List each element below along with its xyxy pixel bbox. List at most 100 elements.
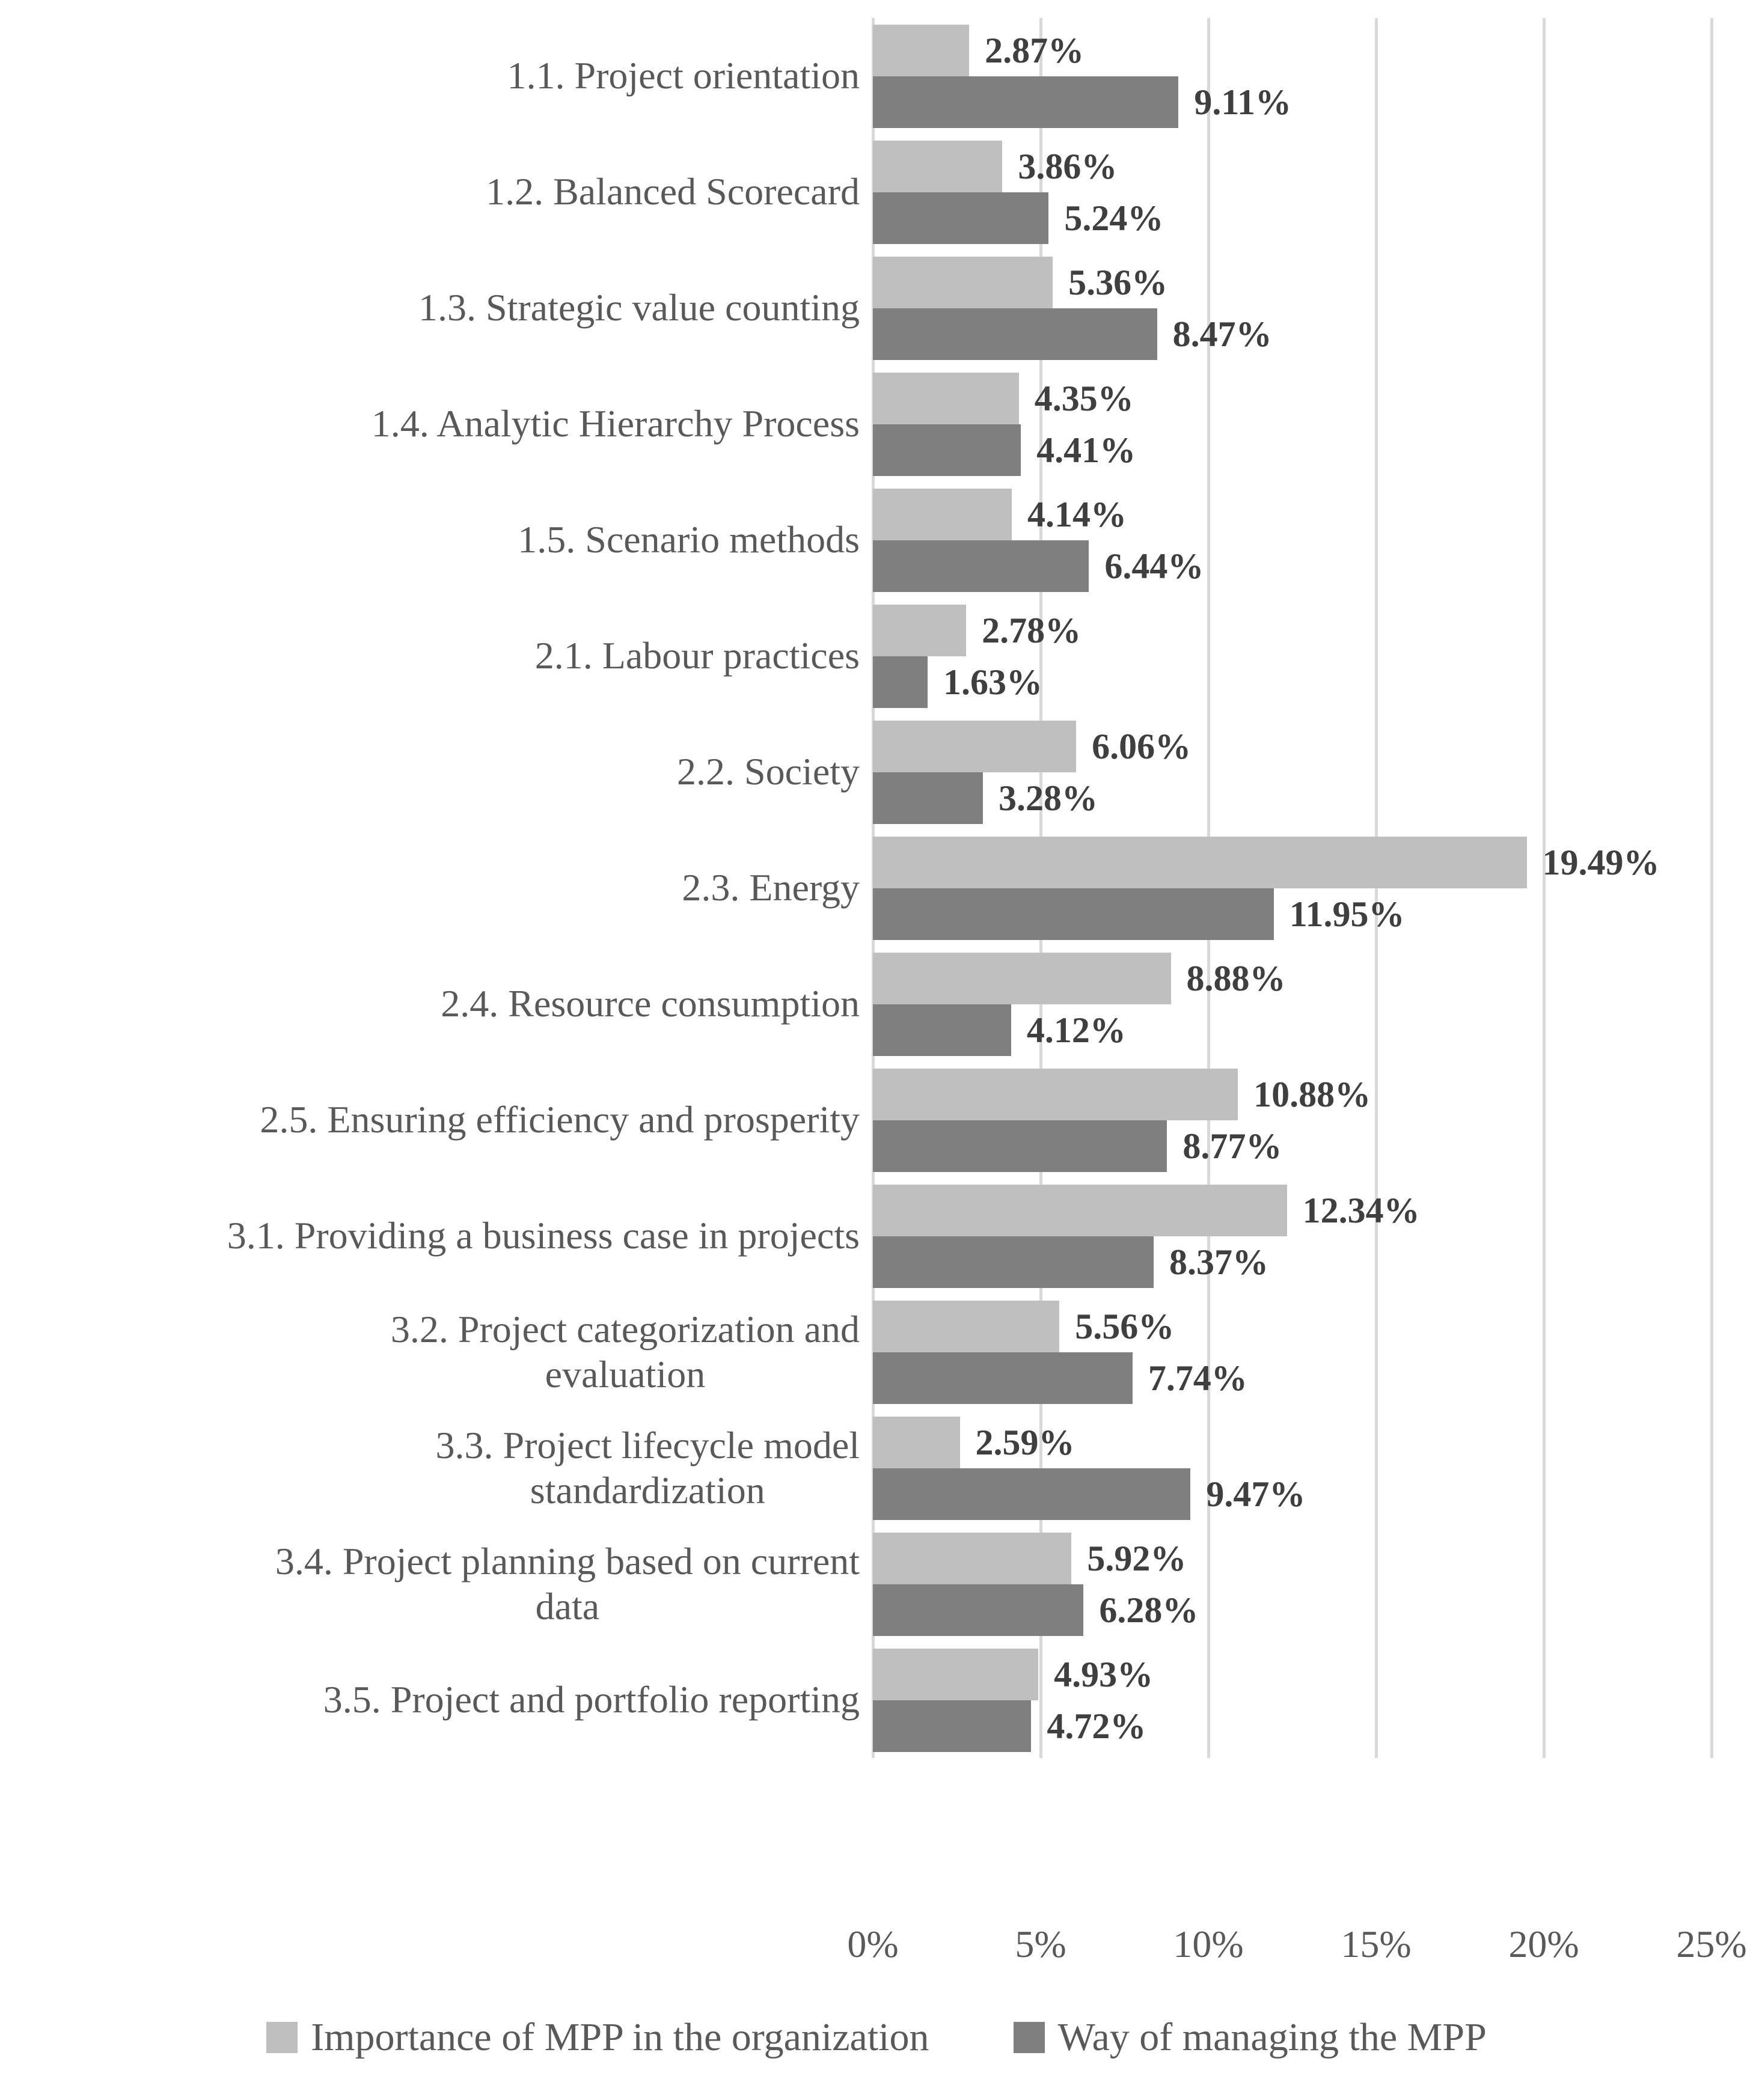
bar-importance-of-mpp [873,953,1171,1004]
value-label: 6.28% [1099,1590,1199,1630]
category-label-row: 2.3. Energy [0,830,860,946]
category-label-row: 1.2. Balanced Scorecard [0,134,860,250]
category-label: 1.5. Scenario methods [518,518,860,561]
value-label: 5.56% [1075,1306,1175,1346]
category-label: 2.1. Labour practices [534,634,860,677]
bar-way-of-managing-mpp [873,1004,1011,1056]
category-label-row: 3.5. Project and portfolio reporting [0,1642,860,1758]
x-axis-tick-label: 10% [1173,1923,1244,1965]
plot-area: 2.87% 9.11% 3.86% 5.24% 5.36% 8.47% 4.35% 4.41%… [872,18,1713,1758]
category-label: 3.5. Project and portfolio reporting [323,1678,860,1721]
value-label: 8.77% [1182,1126,1282,1166]
category-label: 2.5. Ensuring efficiency and prosperity [260,1098,860,1141]
value-label: 6.06% [1092,726,1192,766]
bar-way-of-managing-mpp [873,1236,1154,1288]
category-label-row: 3.1. Providing a business case in projec… [0,1178,860,1294]
value-label: 2.78% [982,610,1081,650]
category-label-row: 3.3. Project lifecycle model standardiza… [0,1410,860,1526]
bar-importance-of-mpp [873,257,1053,308]
legend-label-way: Way of managing the MPP [1057,2015,1487,2059]
value-label: 1.63% [943,662,1042,702]
value-label: 5.24% [1064,198,1164,238]
bar-importance-of-mpp [873,837,1527,888]
bar-way-of-managing-mpp [873,1352,1133,1404]
bar-way-of-managing-mpp [873,1700,1032,1752]
value-label: 6.44% [1104,546,1204,586]
bar-importance-of-mpp [873,721,1077,772]
category-label: 1.1. Project orientation [507,54,860,97]
bar-way-of-managing-mpp [873,424,1021,476]
category-label-row: 2.2. Society [0,714,860,830]
bar-importance-of-mpp [873,1649,1039,1700]
x-axis-tick-label: 5% [1015,1923,1066,1965]
value-label: 4.93% [1054,1654,1154,1694]
legend-swatch-way [1013,2022,1045,2053]
legend: Importance of MPP in the organization Wa… [0,2015,1753,2060]
value-label: 12.34% [1302,1190,1420,1230]
value-label: 2.59% [975,1422,1075,1462]
value-label: 4.12% [1026,1010,1126,1050]
value-label: 3.86% [1018,146,1118,186]
value-label: 19.49% [1542,842,1660,882]
category-label: 3.3. Project lifecycle model standardiza… [435,1424,860,1512]
bar-importance-of-mpp [873,373,1019,424]
category-label-row: 2.4. Resource consumption [0,946,860,1062]
category-label: 3.1. Providing a business case in projec… [227,1214,860,1257]
category-label: 1.3. Strategic value counting [418,286,860,329]
x-axis-tick-label: 20% [1508,1923,1579,1965]
legend-item-importance: Importance of MPP in the organization [266,2015,929,2060]
bar-importance-of-mpp [873,605,967,656]
value-label: 10.88% [1253,1074,1371,1114]
value-label: 4.35% [1034,378,1134,418]
bar-importance-of-mpp [873,1185,1287,1236]
bar-way-of-managing-mpp [873,76,1179,128]
bar-way-of-managing-mpp [873,1584,1084,1636]
bar-way-of-managing-mpp [873,1468,1191,1520]
value-label: 4.72% [1047,1706,1146,1746]
bar-way-of-managing-mpp [873,192,1049,244]
bar-way-of-managing-mpp [873,656,928,708]
category-label-row: 3.4. Project planning based on current d… [0,1526,860,1642]
category-label-row: 2.5. Ensuring efficiency and prosperity [0,1062,860,1178]
category-label-row: 1.1. Project orientation [0,18,860,134]
bar-way-of-managing-mpp [873,1120,1167,1172]
category-label-row: 1.4. Analytic Hierarchy Process [0,366,860,482]
value-label: 5.36% [1068,262,1168,302]
value-label: 9.47% [1206,1474,1306,1514]
value-label: 9.11% [1194,82,1292,122]
bar-importance-of-mpp [873,1417,960,1468]
legend-item-way: Way of managing the MPP [1013,2015,1487,2060]
bar-way-of-managing-mpp [873,772,984,824]
x-axis-tick-label: 25% [1676,1923,1747,1965]
value-label: 4.14% [1027,494,1127,534]
category-label: 3.2. Project categorization and evaluati… [390,1308,860,1396]
category-axis: 1.1. Project orientation 1.2. Balanced Sc… [0,18,860,1758]
category-label-row: 2.1. Labour practices [0,598,860,714]
bar-importance-of-mpp [873,1069,1238,1120]
value-label: 7.74% [1148,1358,1247,1398]
value-label: 8.47% [1172,314,1272,354]
value-label: 2.87% [985,30,1085,70]
value-label: 8.88% [1186,958,1286,998]
value-label: 11.95% [1289,894,1405,934]
category-label-row: 1.5. Scenario methods [0,482,860,598]
bar-way-of-managing-mpp [873,308,1157,360]
bar-way-of-managing-mpp [873,540,1089,592]
gridline [1543,18,1546,1758]
legend-swatch-importance [266,2022,298,2053]
category-label: 2.2. Society [677,750,860,793]
value-label: 4.41% [1036,430,1136,470]
bar-way-of-managing-mpp [873,888,1274,940]
bar-importance-of-mpp [873,1533,1072,1584]
category-label: 2.4. Resource consumption [441,982,860,1025]
x-axis-tick-label: 15% [1341,1923,1412,1965]
bar-importance-of-mpp [873,1301,1060,1352]
category-label: 1.4. Analytic Hierarchy Process [371,402,860,445]
category-label: 3.4. Project planning based on current d… [275,1540,860,1628]
category-label: 1.2. Balanced Scorecard [486,170,860,213]
bar-importance-of-mpp [873,25,970,76]
x-axis-tick-label: 0% [847,1923,899,1965]
value-label: 3.28% [999,778,1098,818]
category-label-row: 3.2. Project categorization and evaluati… [0,1294,860,1410]
